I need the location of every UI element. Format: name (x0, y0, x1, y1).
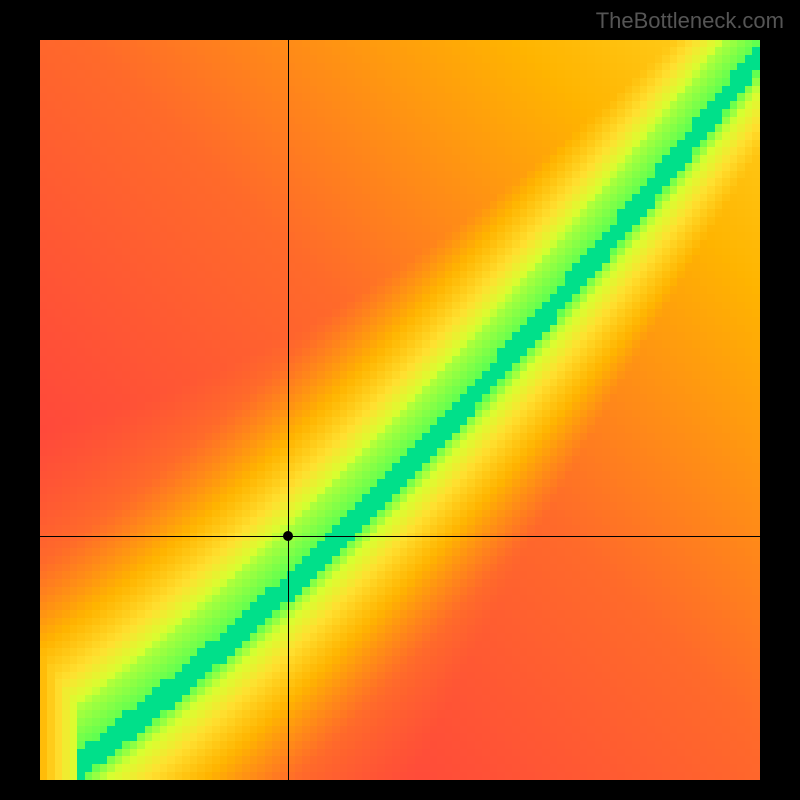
heatmap-plot-area (40, 40, 760, 780)
watermark-text: TheBottleneck.com (596, 8, 784, 34)
crosshair-horizontal (40, 536, 760, 537)
chart-container: TheBottleneck.com (0, 0, 800, 800)
crosshair-vertical (288, 40, 289, 780)
heatmap-canvas (40, 40, 760, 780)
crosshair-marker (283, 531, 293, 541)
